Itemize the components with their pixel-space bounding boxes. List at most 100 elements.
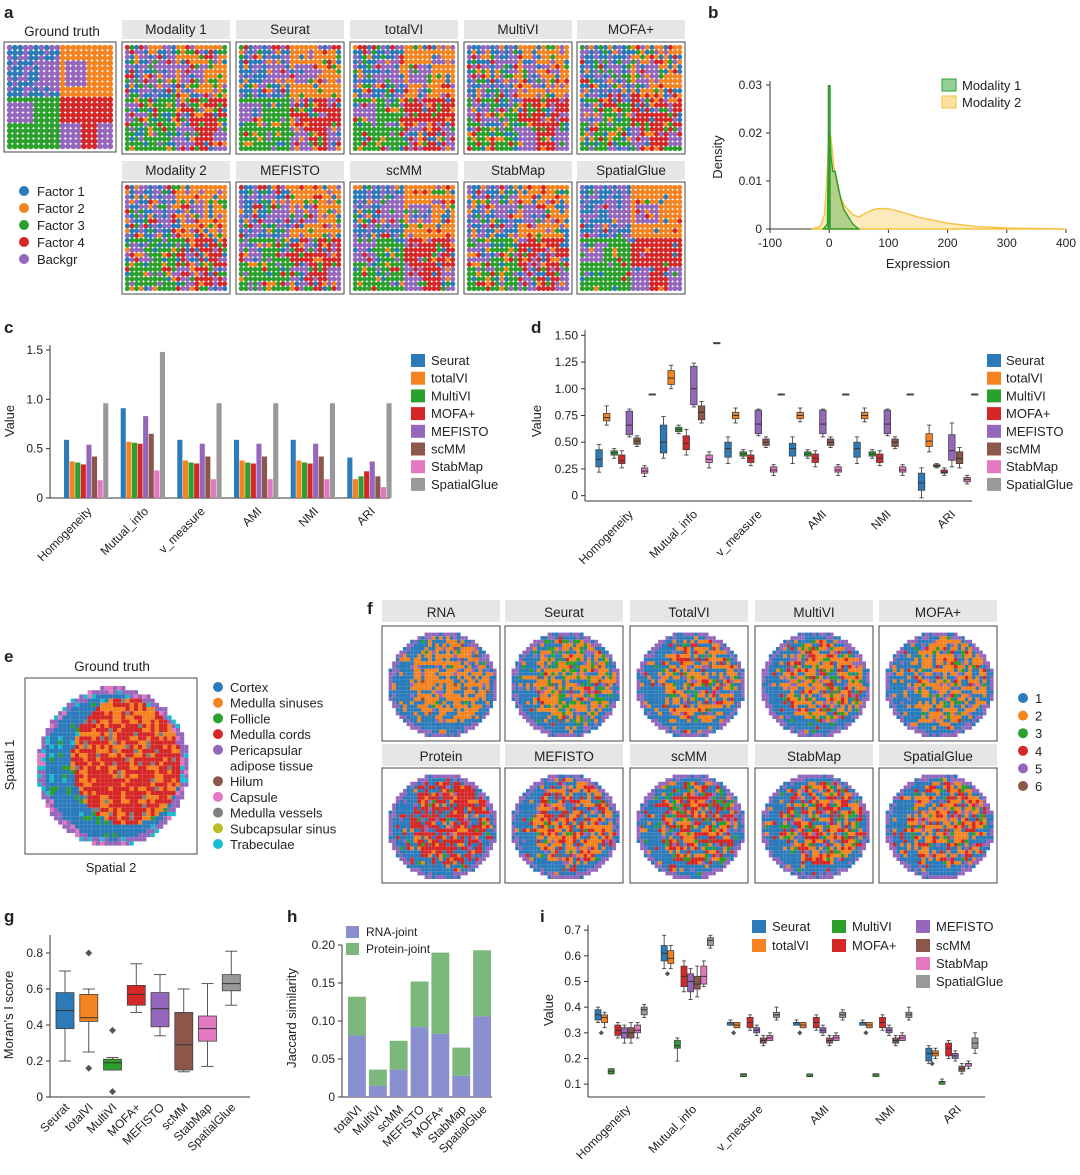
d-box-2-7 [778,394,785,395]
c-bar-3-6 [268,479,273,498]
a-title-r2-0: Modality 2 [145,163,207,178]
c-bar-5-4 [370,462,375,499]
c-bar-1-7 [160,352,165,498]
i-box-1-2 [674,1038,680,1061]
a-grid-r1-0 [122,42,230,154]
d-box-0-4 [626,409,633,437]
i-box-4-0 [860,1020,866,1025]
d-box-1-7 [713,343,720,344]
i-box-5-1 [932,1048,938,1058]
panel-letter-e: e [4,647,13,666]
c-bar-1-1 [126,442,131,498]
i-box-2-0 [727,1020,733,1025]
a-legend-dot-0 [19,186,29,196]
i-box-2-4 [754,1025,760,1035]
d-legend-swatch-1 [987,372,1001,385]
b-xtick-0: -100 [758,236,782,250]
i-box-1-3 [681,961,687,992]
i-box-1-0 [661,935,667,968]
e-legend-dot-1 [213,698,223,708]
c-bar-5-7 [387,403,392,498]
d-box-1-6 [706,452,713,468]
a-title-r1-4: MOFA+ [608,22,654,37]
e-xlabel: Spatial 2 [86,860,137,875]
h-ytick-0: 0 [328,1090,335,1104]
d-xcat-3: AMI [804,507,829,532]
i-box-1-6-box [701,966,707,984]
c-bar-4-0 [291,440,296,498]
a-grid-r1-1 [236,42,344,154]
i-xcat-1: Mutual_info [646,1102,700,1156]
e-legend-dot-6 [213,776,223,786]
c-bar-2-3 [194,464,199,499]
d-box-2-1 [732,408,739,423]
b-xtick-2: 100 [878,236,898,250]
c-bar-4-4 [313,444,318,498]
a-grid-r2-4 [577,182,685,294]
a-title-r2-3: StabMap [491,163,545,178]
d-box-1-6-box [706,455,713,463]
i-box-0-5 [628,1023,634,1044]
d-legend-label-0: Seurat [1006,353,1045,368]
h-bar-3-1 [411,982,429,1028]
c-bar-3-7 [273,403,278,498]
h-bar-1-0 [369,1086,387,1097]
ground-truth-grid-a [4,42,116,152]
i-box-0-4 [621,1025,627,1043]
d-box-1-5-box [698,406,705,420]
a-legend-dot-3 [19,237,29,247]
f-title-1-4: SpatialGlue [903,749,973,764]
i-box-0-1-box [602,1015,608,1023]
d-box-4-1 [861,408,868,422]
c-bar-5-3 [364,471,369,498]
i-legend-swatch-5 [916,939,930,952]
f-legend-dot-0 [1018,693,1028,703]
f-title-0-3: MultiVI [793,605,834,620]
a-title-r1-1: Seurat [270,22,310,37]
c-bar-4-1 [296,461,301,499]
b-xtick-4: 300 [997,236,1017,250]
i-legend-swatch-0 [752,920,766,933]
h-bar-5-0 [452,1076,470,1097]
i-ytick-0: 0.1 [564,1077,581,1091]
d-box-1-0-box [660,425,667,453]
i-box-0-2 [608,1069,614,1074]
d-box-3-1 [797,408,804,422]
g-outlier-1-0 [85,950,92,957]
b-ylabel: Density [710,135,725,179]
d-ylabel: Value [529,405,544,437]
f-legend-label-4: 5 [1035,761,1042,776]
h-bar-6-0 [473,1016,491,1097]
e-legend-label-10: Trabeculae [230,837,295,852]
b-xlabel: Expression [886,256,950,271]
d-box-3-6-box [835,467,842,472]
c-bar-1-5 [149,434,154,498]
d-box-5-4 [949,423,956,467]
d-box-0-6 [641,466,648,477]
i-box-4-7 [906,1007,912,1020]
e-legend-label-9: Subcapsular sinus [230,821,337,836]
i-box-4-5 [893,1035,899,1045]
panel-letter-h: h [287,907,297,926]
c-legend-swatch-3 [411,407,425,420]
panel-letter-c: c [4,318,13,337]
i-box-4-2 [873,1074,879,1077]
c-ytick-3: 1.5 [26,343,43,357]
c-bar-0-1 [70,462,75,499]
g-box-7-box [222,975,240,991]
d-xcat-0: Homogeneity [576,507,636,567]
d-box-2-0-box [725,442,732,457]
c-bar-2-0 [177,440,182,498]
g-box-4-box [151,993,169,1027]
g-ytick-2: 0.4 [26,1018,43,1032]
f-legend-dot-1 [1018,711,1028,721]
panel-letter-b: b [708,3,718,22]
c-bar-0-4 [86,445,91,498]
c-xcat-4: NMI [296,504,321,529]
i-box-4-4 [886,1025,892,1035]
c-xcat-2: v_measure [156,504,208,556]
d-box-5-3 [941,468,948,475]
c-legend-swatch-4 [411,425,425,438]
b-xtick-5: 400 [1056,236,1076,250]
c-legend-swatch-6 [411,460,425,473]
